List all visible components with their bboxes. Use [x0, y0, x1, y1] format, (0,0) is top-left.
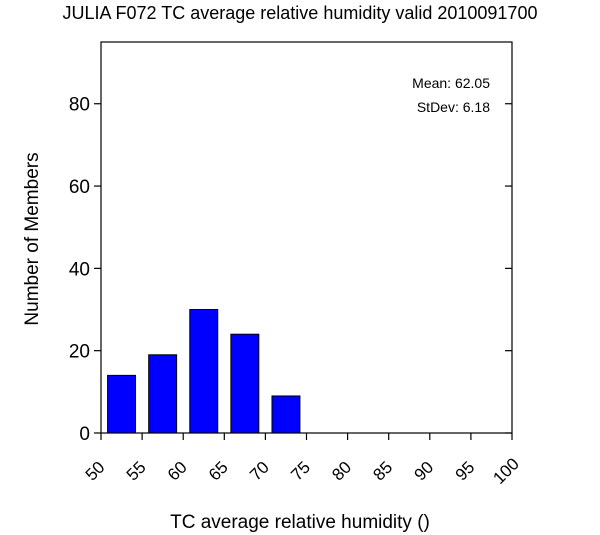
histogram-bar: [107, 374, 137, 434]
mean-label: Mean: 62.05: [412, 75, 490, 91]
histogram-bar: [271, 395, 301, 434]
x-tick-label: 50: [82, 458, 109, 485]
chart-title: JULIA F072 TC average relative humidity …: [63, 3, 538, 23]
histogram-bar: [230, 333, 260, 434]
y-tick-label: 40: [69, 259, 90, 280]
x-tick-label: 65: [205, 458, 232, 485]
y-tick-label: 60: [69, 177, 90, 198]
y-tick-label: 20: [69, 342, 90, 363]
x-tick-label: 60: [164, 458, 191, 485]
x-tick-label: 70: [246, 458, 273, 485]
bars-layer: [107, 309, 301, 434]
y-tick-label: 0: [79, 424, 90, 445]
histogram-bar: [148, 354, 178, 434]
x-tick-label: 85: [369, 458, 396, 485]
x-tick-label: 95: [452, 458, 479, 485]
x-tick-label: 55: [123, 458, 150, 485]
x-tick-label: 100: [489, 454, 522, 487]
x-axis-label: TC average relative humidity (): [170, 512, 430, 533]
stdev-label: StDev: 6.18: [417, 99, 490, 115]
histogram-bar: [189, 309, 219, 434]
x-tick-label: 75: [287, 458, 314, 485]
x-tick-label: 90: [411, 458, 438, 485]
x-tick-label: 80: [328, 458, 355, 485]
y-axis-label: Number of Members: [22, 152, 43, 325]
y-tick-label: 80: [69, 95, 90, 116]
